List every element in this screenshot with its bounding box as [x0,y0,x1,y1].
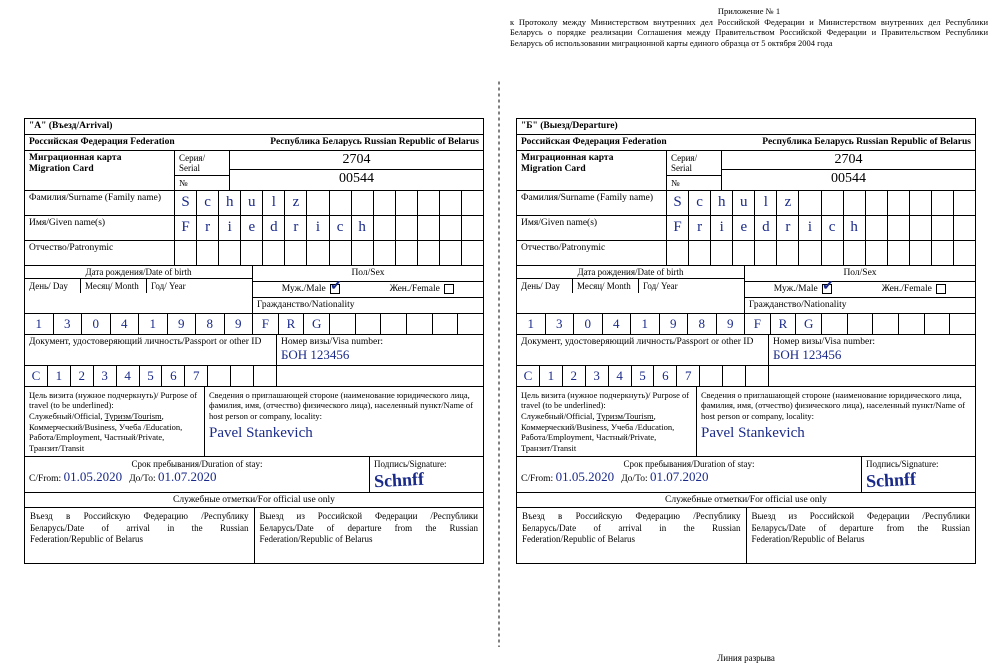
female-checkbox[interactable] [444,284,454,294]
visa-label-b: Номер визы/Visa number: БОН 123456 [769,335,975,365]
passport-chars[interactable]: C1234567 [25,366,277,386]
official-use: Служебные отметки/For official use only [25,493,483,507]
patronymic-chars[interactable] [175,241,483,265]
surname-label-b: Фамилия/Surname (Family name) [517,191,667,215]
dob-block-b: Дата рождения/Date of birth День/ Day Ме… [517,266,745,313]
fed-by-b: Республика Беларусь Russian Republic of … [746,135,975,150]
arrival-block: Въезд в Российскую Федерацию /Республику… [25,508,255,563]
appendix-line2: к Протоколу между Министерством внутренн… [510,17,988,49]
serial-value: 2704 [230,151,483,170]
migration-card-b: "Б" (Выезд/Departure) Российская Федерац… [516,118,976,564]
stay-block[interactable]: Срок пребывания/Duration of stay: С/From… [25,457,370,492]
passport-label-b: Документ, удостоверяющий личность/Passpo… [517,335,769,365]
given-label: Имя/Given name(s) [25,216,175,240]
mig-card-label-b: Миграционная картаMigration Card [517,151,667,190]
male-checkbox[interactable] [330,284,340,294]
serial-values-b: 270400544 [722,151,975,190]
appendix-header: Приложение № 1 к Протоколу между Министе… [510,6,988,49]
sex-nat-block: Пол/Sex Муж./Male Жен./Female Гражданств… [253,266,483,313]
tear-line-label: Линия разрыва [516,653,976,663]
female-checkbox-b[interactable] [936,284,946,294]
departure-block: Выезд из Российской Федерации /Республик… [255,508,484,563]
visa-label: Номер визы/Visa number: БОН 123456 [277,335,483,365]
visa-value[interactable]: БОН 123456 [281,347,349,362]
fed-ru-b: Российская Федерация Federation [517,135,746,150]
appendix-line1: Приложение № 1 [510,6,988,17]
surname-label: Фамилия/Surname (Family name) [25,191,175,215]
serial-labels: Серия/ Serial № [175,151,230,190]
visa-value-b[interactable]: БОН 123456 [773,347,841,362]
patronymic-label: Отчество/Patronymic [25,241,175,265]
given-chars-b[interactable]: Friedrich [667,216,975,240]
mig-card-label: Миграционная картаMigration Card [25,151,175,190]
passport-chars-b[interactable]: C1234567 [517,366,769,386]
passport-label: Документ, удостоверяющий личность/Passpo… [25,335,277,365]
dob-block: Дата рождения/Date of birth День/ Day Ме… [25,266,253,313]
nationality-values-b[interactable]: FRG [745,314,975,334]
surname-chars-b[interactable]: Schulz [667,191,975,215]
arrival-block-b: Въезд в Российскую Федерацию /Республику… [517,508,747,563]
sex-nat-block-b: Пол/Sex Муж./Male Жен./Female Гражданств… [745,266,975,313]
dob-values-b[interactable]: 13 04 1989 [517,314,745,334]
perforation-line [498,80,500,647]
host-block-b[interactable]: Сведения о приглашающей стороне (наимено… [697,387,975,457]
nationality-values[interactable]: FRG [253,314,483,334]
purpose-block[interactable]: Цель визита (нужное подчеркнуть)/ Purpos… [25,387,205,457]
departure-block-b: Выезд из Российской Федерации /Республик… [747,508,976,563]
dob-values[interactable]: 13 04 1989 [25,314,253,334]
given-chars[interactable]: Friedrich [175,216,483,240]
signature-block[interactable]: Подпись/Signature: Schnff [370,457,483,492]
serial-values: 2704 00544 [230,151,483,190]
number-value: 00544 [230,170,483,188]
card-a-title: "А" (Въезд/Arrival) [25,119,116,134]
fed-by: Республика Беларусь Russian Republic of … [254,135,483,150]
migration-card-a: "А" (Въезд/Arrival) Российская Федерация… [24,118,484,564]
surname-chars[interactable]: Schulz [175,191,483,215]
official-use-b: Служебные отметки/For official use only [517,493,975,507]
serial-labels-b: Серия/ Serial№ [667,151,722,190]
signature: Schnff [373,468,424,491]
purpose-block-b[interactable]: Цель визита (нужное подчеркнуть)/ Purpos… [517,387,697,457]
host-block[interactable]: Сведения о приглашающей стороне (наимено… [205,387,483,457]
host-value: Pavel Stankevich [209,424,479,443]
male-checkbox-b[interactable] [822,284,832,294]
signature-block-b[interactable]: Подпись/Signature: Schnff [862,457,975,492]
stay-block-b[interactable]: Срок пребывания/Duration of stay: С/From… [517,457,862,492]
patronymic-chars-b[interactable] [667,241,975,265]
card-b-title: "Б" (Выезд/Departure) [517,119,622,134]
given-label-b: Имя/Given name(s) [517,216,667,240]
patronymic-label-b: Отчество/Patronymic [517,241,667,265]
fed-ru: Российская Федерация Federation [25,135,254,150]
